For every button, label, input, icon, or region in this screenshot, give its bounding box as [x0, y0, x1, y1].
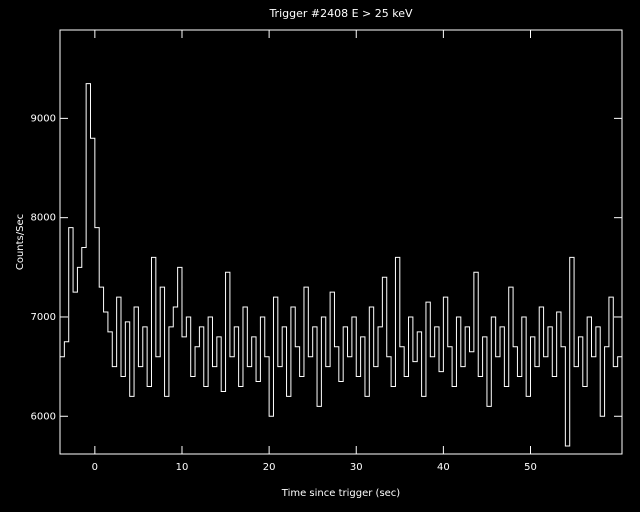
y-tick-label: 6000 — [31, 411, 56, 422]
x-tick-label: 0 — [92, 462, 98, 473]
y-tick-label: 7000 — [31, 312, 56, 323]
x-tick-label: 30 — [350, 462, 363, 473]
y-axis-label: Counts/Sec — [15, 214, 26, 270]
plot-frame — [59, 29, 623, 455]
x-tick-label: 40 — [437, 462, 450, 473]
x-axis-label: Time since trigger (sec) — [281, 488, 401, 499]
x-tick-label: 50 — [524, 462, 537, 473]
light-curve — [60, 83, 622, 447]
x-tick-label: 10 — [176, 462, 189, 473]
y-tick-label: 8000 — [31, 213, 56, 224]
chart-title: Trigger #2408 E > 25 keV — [268, 7, 413, 20]
x-tick-label: 20 — [263, 462, 276, 473]
y-tick-label: 9000 — [31, 113, 56, 124]
